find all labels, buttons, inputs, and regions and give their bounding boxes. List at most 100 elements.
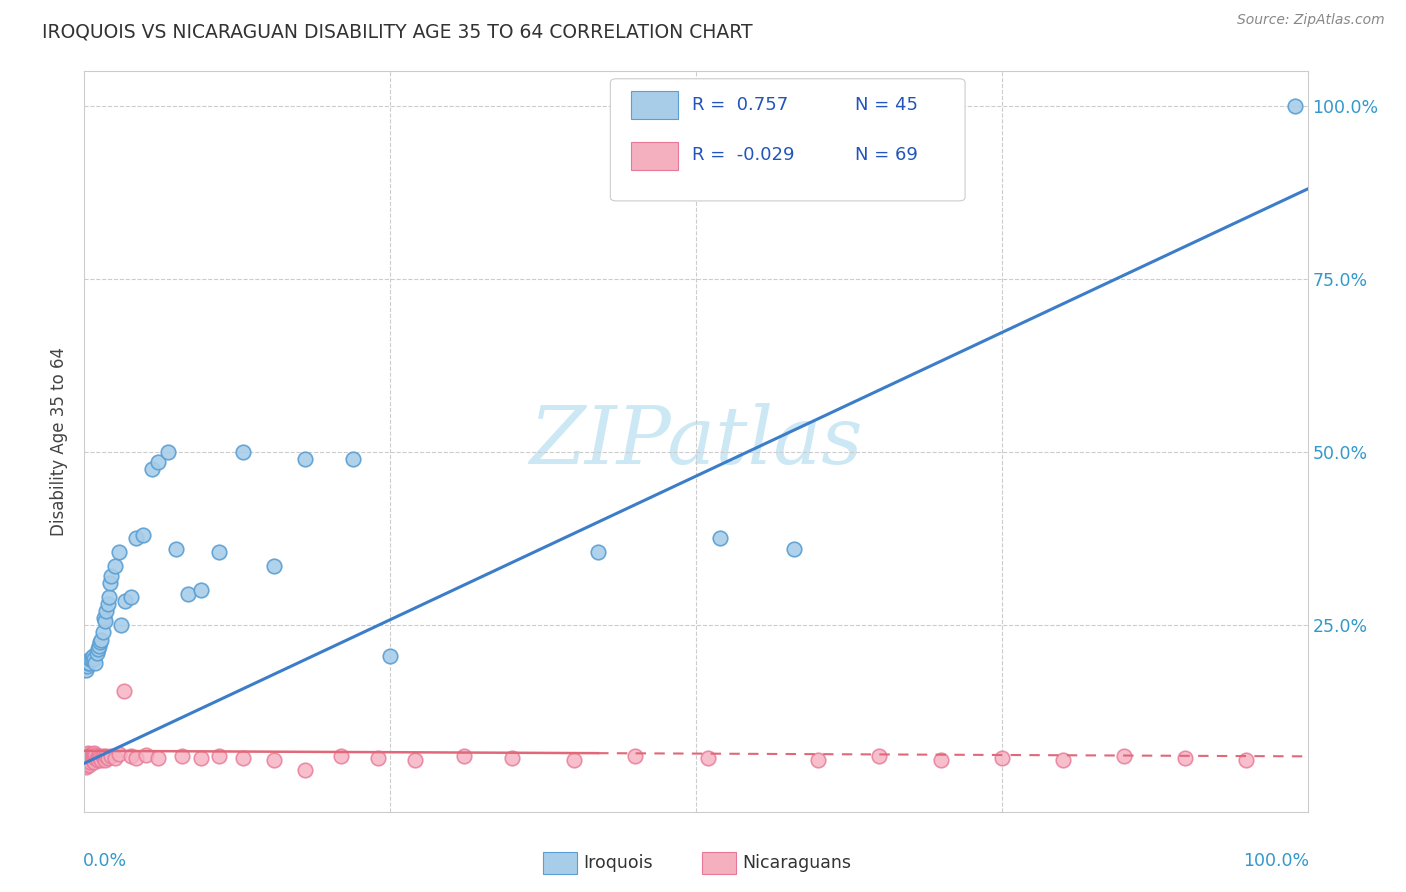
Point xyxy=(82,749,104,764)
Y-axis label: Disability Age 35 to 64: Disability Age 35 to 64 xyxy=(51,347,69,536)
Point xyxy=(453,749,475,764)
Text: N = 69: N = 69 xyxy=(855,146,918,164)
Point xyxy=(77,656,100,670)
Point xyxy=(77,747,100,762)
Point xyxy=(77,757,100,772)
Point xyxy=(232,750,254,764)
Point xyxy=(107,545,129,559)
Point xyxy=(869,749,891,764)
Point xyxy=(208,749,231,764)
Point xyxy=(75,757,97,772)
Point xyxy=(80,747,103,762)
Point xyxy=(177,587,200,601)
Point xyxy=(330,749,353,764)
Point xyxy=(76,747,98,762)
Point xyxy=(100,749,122,764)
Point xyxy=(75,663,97,677)
Point xyxy=(807,753,830,767)
Point xyxy=(697,750,720,764)
Text: Iroquois: Iroquois xyxy=(583,854,652,871)
Bar xyxy=(631,142,678,169)
Point xyxy=(783,541,806,556)
Point xyxy=(87,639,110,653)
Point xyxy=(404,753,426,767)
Point xyxy=(125,532,148,546)
Point xyxy=(87,642,110,657)
Text: 0.0%: 0.0% xyxy=(83,853,128,871)
Point xyxy=(1114,749,1136,764)
Point xyxy=(76,757,98,772)
Point xyxy=(77,656,100,670)
Point xyxy=(342,451,364,466)
Bar xyxy=(631,91,678,120)
Point xyxy=(172,749,194,764)
Point xyxy=(84,656,107,670)
Point xyxy=(75,760,97,774)
Point xyxy=(83,746,105,760)
Point xyxy=(112,683,135,698)
Point xyxy=(120,749,142,764)
Point xyxy=(1284,99,1306,113)
Point xyxy=(104,750,127,764)
Point xyxy=(991,750,1014,764)
Point xyxy=(76,659,98,673)
Point xyxy=(77,749,100,764)
Point xyxy=(87,749,110,764)
Point xyxy=(190,583,212,598)
Point xyxy=(263,559,285,574)
Point xyxy=(208,545,231,559)
Point xyxy=(97,751,120,765)
Point xyxy=(107,747,129,762)
Point xyxy=(83,755,105,769)
Point xyxy=(367,750,389,764)
Text: Source: ZipAtlas.com: Source: ZipAtlas.com xyxy=(1237,13,1385,28)
Point xyxy=(91,624,114,639)
Point xyxy=(76,755,98,769)
Point xyxy=(165,541,187,556)
Point xyxy=(146,455,169,469)
Point xyxy=(77,754,100,768)
Point xyxy=(77,756,100,771)
Point xyxy=(98,576,121,591)
Point xyxy=(75,756,97,771)
FancyBboxPatch shape xyxy=(610,78,965,201)
Point xyxy=(125,750,148,764)
Point xyxy=(94,753,117,767)
Point xyxy=(104,559,127,574)
Point xyxy=(76,749,98,764)
Point xyxy=(94,615,117,629)
Point xyxy=(156,445,179,459)
Point xyxy=(380,648,402,663)
Point xyxy=(79,753,101,767)
Point xyxy=(929,753,952,767)
Point xyxy=(146,750,169,764)
Point xyxy=(75,753,97,767)
Point xyxy=(562,753,585,767)
Text: ZIPatlas: ZIPatlas xyxy=(529,403,863,480)
Point xyxy=(100,569,122,583)
Point xyxy=(1236,753,1258,767)
Point xyxy=(93,611,115,625)
Point xyxy=(79,755,101,769)
Point xyxy=(114,593,136,607)
Point xyxy=(96,604,118,618)
Point xyxy=(141,462,163,476)
Point xyxy=(709,532,731,546)
Point xyxy=(76,752,98,766)
Point xyxy=(82,753,104,767)
Point xyxy=(90,753,112,767)
Point xyxy=(624,749,647,764)
Point xyxy=(84,747,107,762)
Bar xyxy=(543,852,578,874)
Text: Nicaraguans: Nicaraguans xyxy=(742,854,852,871)
Text: 100.0%: 100.0% xyxy=(1243,853,1309,871)
Bar xyxy=(702,852,737,874)
Text: R =  0.757: R = 0.757 xyxy=(692,95,789,113)
Point xyxy=(87,753,110,767)
Point xyxy=(77,746,100,760)
Point xyxy=(132,528,155,542)
Point xyxy=(86,646,108,660)
Point xyxy=(75,750,97,764)
Point xyxy=(82,648,104,663)
Point xyxy=(90,633,112,648)
